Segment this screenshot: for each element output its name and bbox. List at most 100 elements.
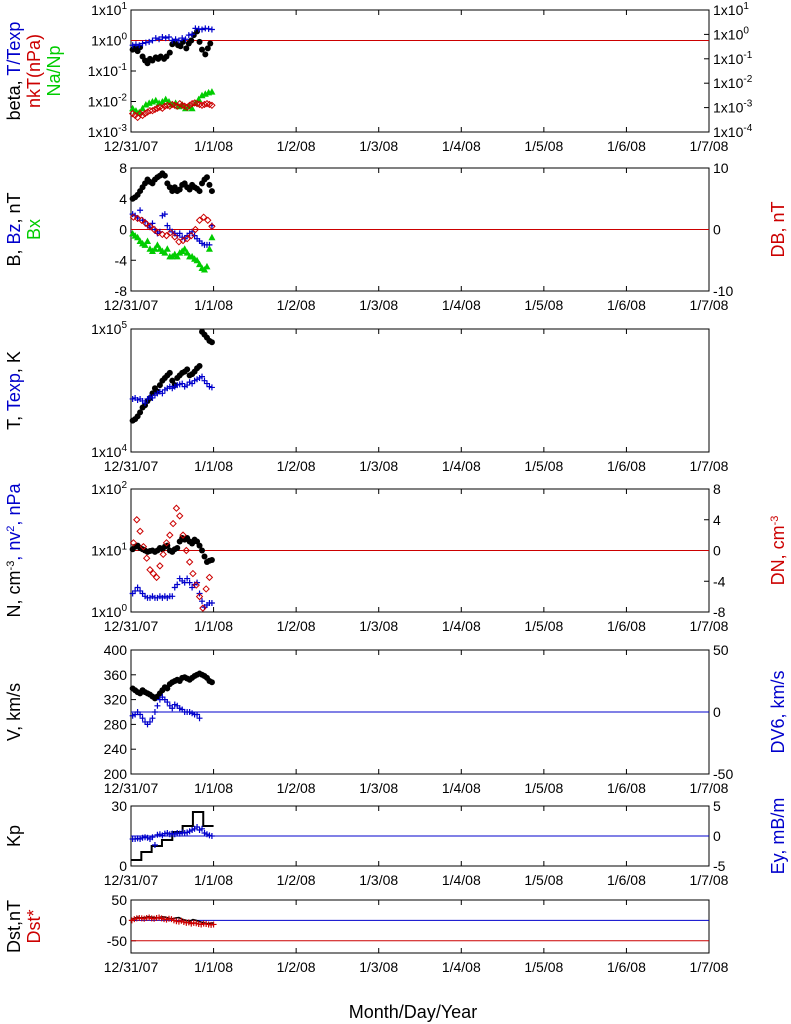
panel-bfield-series-3-point bbox=[133, 214, 142, 223]
panel-bfield-y-label: B, Bz, nT bbox=[4, 192, 24, 266]
panel-beta-series-0-point bbox=[202, 51, 209, 58]
panel-beta-left-tick-label: 1x101 bbox=[91, 1, 127, 18]
panel-beta-left-tick-label: 1x100 bbox=[91, 32, 127, 49]
panel-beta-date-label: 1/6/08 bbox=[607, 138, 646, 154]
panel-bfield-series-0-point bbox=[176, 186, 183, 193]
panel-bfield-right-tick-label: 0 bbox=[713, 222, 721, 238]
panel-temp-date-label: 12/31/07 bbox=[104, 458, 159, 474]
panel-velocity-date-label: 1/2/08 bbox=[277, 780, 316, 796]
panel-beta-series-1-point bbox=[179, 35, 186, 42]
panel-bfield-y-label: Bx bbox=[24, 219, 44, 240]
panel-density-series-0-point bbox=[201, 553, 208, 560]
panel-beta-series-0-point bbox=[166, 49, 173, 56]
panel-bfield-right-label: DB, nT bbox=[768, 201, 788, 257]
panel-dst-y-label: Dst,nT bbox=[4, 900, 24, 953]
panel-beta-series-3-point bbox=[208, 101, 216, 110]
panel-bfield-series-2-point bbox=[161, 249, 169, 256]
panel-bfield-series-0-point bbox=[206, 181, 213, 188]
panel-density-series-2-point bbox=[129, 539, 138, 547]
panel-beta-series-3-point bbox=[183, 103, 191, 111]
panel-density-series-2-point bbox=[182, 546, 191, 555]
panel-beta-series-1-point bbox=[152, 35, 159, 42]
panel-density-series-2-point bbox=[142, 554, 151, 562]
panel-temp-series-0-point bbox=[196, 363, 203, 370]
panel-density-series-1-point bbox=[199, 598, 206, 605]
panel-density-series-1-point bbox=[169, 593, 176, 600]
panel-kp-series-1-point bbox=[151, 842, 158, 848]
panel-dst-date-label: 1/2/08 bbox=[277, 959, 316, 975]
panel-temp-series-0-point bbox=[137, 409, 144, 416]
panel-temp-frame bbox=[130, 328, 710, 453]
panel-beta-series-2-point bbox=[139, 104, 147, 112]
panel-density-series-2-point bbox=[192, 581, 200, 589]
panel-bfield-series-0-point bbox=[203, 174, 210, 181]
panel-dst-left-tick-label: -50 bbox=[107, 933, 127, 949]
panel-density-series-0-point bbox=[174, 544, 181, 551]
panel-velocity-left-tick-label: 240 bbox=[104, 741, 128, 757]
panel-density-y-label: N, cm-3, nv2, nPa bbox=[4, 483, 24, 618]
panel-kp-left-tick-label: 0 bbox=[119, 858, 127, 874]
panel-temp-date-label: 1/6/08 bbox=[607, 458, 646, 474]
panel-beta-series-1-point bbox=[159, 34, 166, 41]
panel-bfield-series-3-point bbox=[142, 219, 150, 228]
panel-bfield-date-label: 1/4/08 bbox=[442, 297, 481, 313]
panel-bfield-series-2-point bbox=[208, 233, 216, 241]
panel-temp-date-label: 1/4/08 bbox=[442, 458, 481, 474]
panel-density-series-2-point bbox=[149, 569, 158, 578]
panel-bfield-series-2-point bbox=[183, 249, 191, 256]
panel-beta-series-1-point bbox=[139, 40, 146, 47]
panel-bfield-series-3-point bbox=[154, 228, 162, 237]
panel-bfield-series-0-point bbox=[186, 186, 193, 193]
panel-density-series-1-point bbox=[184, 575, 191, 582]
panel-beta-series-3-point bbox=[185, 101, 194, 110]
panel-kp-date-label: 1/2/08 bbox=[277, 872, 316, 888]
panel-density-series-2-point bbox=[136, 527, 144, 535]
panel-velocity-series-0-point bbox=[208, 679, 215, 686]
panel-bfield-series-3-point bbox=[199, 213, 208, 221]
panel-velocity-y-label: V, km/s bbox=[4, 683, 24, 741]
panel-density-series-2-point bbox=[179, 531, 187, 539]
panel-beta-right-tick-label: 1x100 bbox=[713, 25, 749, 42]
panel-velocity-date-label: 1/5/08 bbox=[524, 780, 563, 796]
panel-bfield-series-0-point bbox=[208, 188, 215, 195]
panel-kp-right-tick-label: 5 bbox=[713, 798, 721, 814]
panel-bfield-series-2-point bbox=[153, 241, 161, 248]
panel-bfield-series-2-point bbox=[181, 245, 189, 252]
panel-density-series-2-point bbox=[162, 539, 171, 547]
panel-beta-series-3-point bbox=[203, 99, 211, 108]
panel-beta-series-1-point bbox=[185, 32, 192, 39]
panel-bfield-right-tick-label: 10 bbox=[713, 160, 729, 176]
panel-bfield-series-3-point bbox=[191, 225, 200, 234]
panel-beta-right-tick-label: 1x10-3 bbox=[713, 99, 753, 116]
panel-kp-date-label: 1/7/08 bbox=[690, 872, 729, 888]
panel-kp-date-label: 1/6/08 bbox=[607, 872, 646, 888]
panel-kp-right-tick-label: -5 bbox=[713, 858, 726, 874]
panel-beta-series-3-point bbox=[141, 109, 149, 118]
panel-velocity-series-1-point bbox=[164, 699, 171, 706]
panel-bfield-series-3-point bbox=[129, 213, 138, 221]
panel-dst-date-label: 1/6/08 bbox=[607, 959, 646, 975]
panel-beta-series-2-point bbox=[208, 88, 216, 95]
panel-velocity-series-1-point bbox=[196, 715, 203, 722]
panel-bfield-series-1-point bbox=[161, 211, 168, 218]
panel-bfield-series-2-point bbox=[205, 245, 213, 252]
panel-beta-y-label: Na/Np bbox=[44, 45, 64, 96]
panel-bfield-series-0-point bbox=[196, 188, 203, 195]
panel-density-right-tick-label: -4 bbox=[713, 573, 726, 589]
panel-beta-y-label: beta, T/Texp bbox=[4, 22, 24, 121]
panel-temp-series-1-point bbox=[199, 373, 206, 380]
panel-density-date-label: 1/6/08 bbox=[607, 618, 646, 634]
panel-beta-series-3-point bbox=[151, 105, 159, 114]
panel-beta-y-label: nkT(nPa) bbox=[24, 34, 44, 108]
panel-bfield-series-3-point bbox=[166, 228, 175, 237]
panel-beta-right-tick-label: 1x10-1 bbox=[713, 50, 753, 67]
panel-beta-series-3-point bbox=[200, 100, 209, 109]
panel-temp-series-1-point bbox=[203, 380, 210, 387]
panel-density-series-1-point bbox=[171, 584, 178, 591]
panel-beta-series-1-point bbox=[172, 36, 179, 43]
panel-kp-right-tick-label: 0 bbox=[713, 828, 721, 844]
panel-temp-series-1-point bbox=[208, 384, 215, 391]
panel-beta-series-3-point bbox=[153, 104, 162, 112]
panel-dst-series-1-point bbox=[210, 921, 217, 928]
panel-temp-date-label: 1/1/08 bbox=[194, 458, 233, 474]
